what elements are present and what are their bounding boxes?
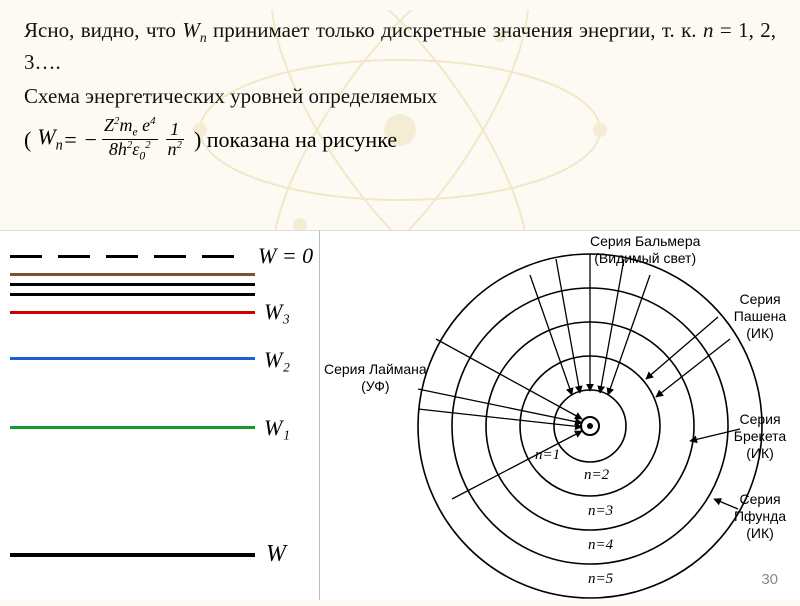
paragraph-1: Ясно, видно, что Wn принимает только дис… [24,16,776,76]
paragraph-2: Схема энергетических уровней определяемы… [24,82,776,110]
formula-line: ( Wn = − Z2me e4 8h2ε02 1 n2 ) показана … [24,116,776,163]
orbit-series-diagram: n=1n=2n=3n=4n=5Серия Бальмера(Видимый св… [320,230,800,600]
energy-levels-diagram: W = 0W₃W₂W₁W [0,230,320,600]
page-number: 30 [761,571,778,588]
